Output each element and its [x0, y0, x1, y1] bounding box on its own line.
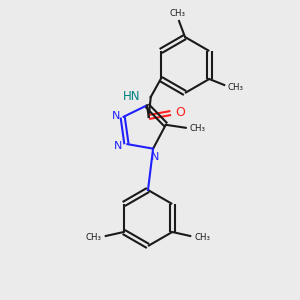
Text: O: O	[175, 106, 185, 119]
Text: N: N	[114, 141, 123, 151]
Text: CH₃: CH₃	[86, 233, 102, 242]
Text: CH₃: CH₃	[190, 124, 206, 133]
Text: CH₃: CH₃	[227, 82, 243, 91]
Text: N: N	[112, 111, 120, 121]
Text: HN: HN	[123, 89, 141, 103]
Text: N: N	[151, 152, 159, 162]
Text: CH₃: CH₃	[169, 9, 185, 18]
Text: CH₃: CH₃	[194, 233, 210, 242]
